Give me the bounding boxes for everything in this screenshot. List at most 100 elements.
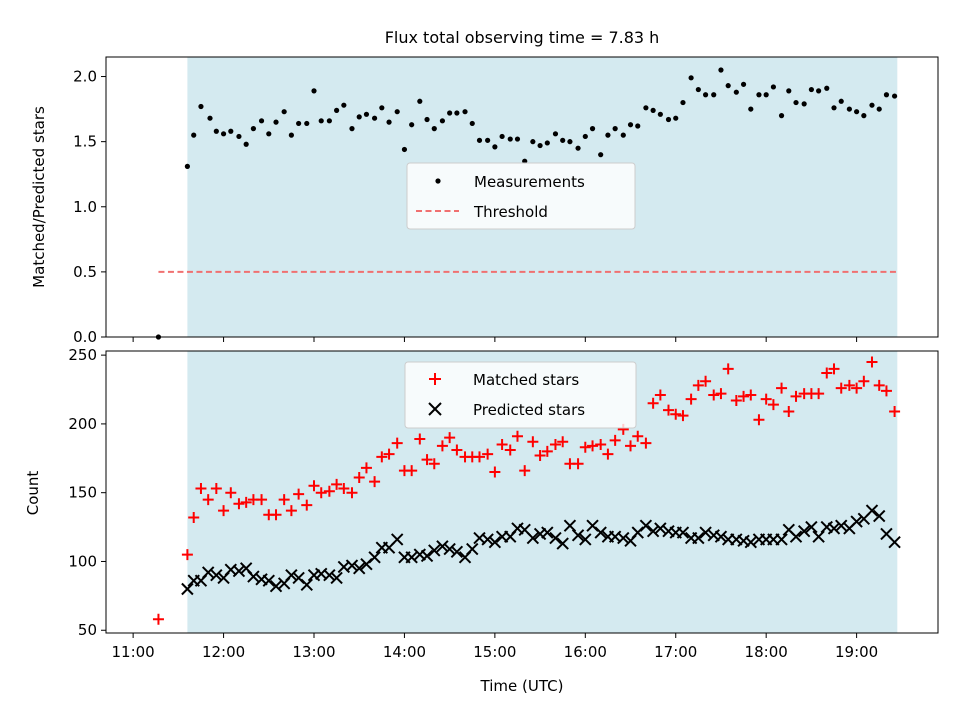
predicted-star-point: [353, 562, 366, 575]
measurement-point: [793, 99, 799, 106]
top-y-tick-label: 1.0: [73, 198, 97, 216]
matched-star-point: [181, 549, 193, 561]
measurement-point: [281, 109, 287, 115]
measurement-point: [673, 115, 679, 121]
x-tick-label: 15:00: [473, 643, 516, 661]
matched-star-point: [421, 454, 433, 466]
predicted-star-point: [556, 537, 569, 550]
matched-star-point: [308, 480, 320, 492]
top-y-axis-label: Matched/Predicted stars: [30, 106, 48, 288]
measurement-point: [816, 88, 822, 94]
matched-star-point: [331, 478, 343, 490]
predicted-star-point: [563, 519, 577, 532]
matched-star-point: [685, 393, 697, 405]
legend-label-threshold: Threshold: [473, 203, 548, 221]
x-tick-label: 16:00: [564, 643, 607, 661]
matched-star-point: [828, 363, 840, 375]
predicted-star-point: [481, 533, 494, 546]
x-tick-label: 14:00: [383, 643, 426, 661]
measurement-point: [184, 163, 190, 169]
measurement-point: [476, 137, 483, 143]
predicted-star-point: [269, 580, 283, 593]
measurement-point: [213, 128, 219, 134]
x-tick-label: 13:00: [292, 643, 335, 661]
matched-star-point: [640, 437, 652, 449]
matched-star-point: [541, 445, 553, 457]
measurement-point: [507, 136, 513, 142]
matched-star-point: [346, 487, 358, 499]
matched-star-point: [444, 432, 456, 444]
matched-star-point: [753, 414, 765, 426]
predicted-star-point: [617, 531, 630, 545]
predicted-star-point: [744, 536, 758, 549]
matched-star-point: [858, 375, 870, 387]
measurement-point: [770, 84, 777, 90]
matched-star-point: [188, 511, 200, 523]
matched-star-point: [843, 379, 855, 391]
matched-star-point: [738, 390, 750, 402]
matched-star-point: [692, 379, 704, 391]
matched-star-point: [270, 509, 282, 521]
legend-label-measurements: Measurements: [474, 173, 585, 191]
matched-star-point: [647, 397, 659, 409]
predicted-star-point: [247, 570, 260, 583]
matched-star-point: [790, 390, 802, 402]
top-legend: Measurements Threshold: [406, 162, 636, 230]
matched-star-point: [511, 430, 523, 442]
top-y-tick-label: 0.5: [73, 263, 97, 281]
top-x-ticks: [132, 337, 858, 342]
legend-marker-predicted-stars: [428, 402, 442, 416]
matched-star-point: [218, 505, 230, 517]
measurement-point: [778, 113, 785, 119]
matched-star-point: [745, 389, 757, 401]
measurement-point: [401, 146, 408, 153]
matched-star-point: [609, 434, 621, 446]
matched-star-point: [880, 385, 892, 397]
predicted-star-point: [654, 522, 667, 535]
matched-star-point: [549, 439, 561, 451]
matched-star-point: [632, 430, 644, 442]
top-y-tick-label: 1.5: [73, 133, 97, 151]
matched-star-point: [383, 448, 395, 460]
top-panel: 0.00.51.01.52.0 Matched/Predicted stars …: [30, 56, 939, 346]
predicted-star-point: [436, 540, 449, 553]
measurement-point: [228, 128, 234, 134]
matched-star-point: [338, 483, 350, 495]
legend-marker-matched-stars: [429, 373, 441, 385]
measurement-point: [431, 126, 437, 132]
measurement-point: [824, 85, 830, 91]
measurement-point: [191, 132, 197, 138]
measurement-point: [733, 89, 739, 95]
measurement-point: [469, 120, 475, 127]
predicted-star-point: [450, 545, 464, 559]
predicted-star-point: [594, 526, 607, 539]
predicted-stars-points: [181, 504, 901, 596]
top-y-ticks: 0.0 0.5 1.0 1.5 2.0: [73, 68, 106, 346]
matched-star-point: [278, 494, 290, 506]
bottom-plot-frame: [105, 350, 939, 634]
matched-star-point: [625, 440, 637, 452]
predicted-star-point: [827, 522, 841, 535]
predicted-star-point: [692, 531, 705, 545]
predicted-star-point: [323, 569, 336, 582]
matched-star-point: [579, 441, 591, 453]
top-y-tick-label: 2.0: [73, 68, 97, 86]
matched-star-point: [889, 406, 901, 418]
measurement-point: [688, 75, 694, 81]
predicted-star-point: [714, 530, 728, 543]
x-tick-label: 11:00: [112, 643, 155, 661]
measurement-point: [288, 132, 294, 138]
predicted-star-point: [466, 542, 479, 556]
measurement-point: [514, 136, 521, 142]
measurement-point: [575, 145, 581, 151]
matched-star-point: [293, 488, 305, 500]
measurement-point: [582, 133, 588, 140]
measurement-point: [567, 139, 573, 145]
x-tick-label: 17:00: [654, 643, 697, 661]
matched-star-point: [760, 393, 772, 405]
predicted-star-point: [201, 566, 215, 579]
measurement-point: [424, 116, 430, 123]
predicted-star-point: [405, 551, 418, 564]
matched-star-point: [210, 483, 222, 495]
measurement-point: [711, 92, 717, 98]
